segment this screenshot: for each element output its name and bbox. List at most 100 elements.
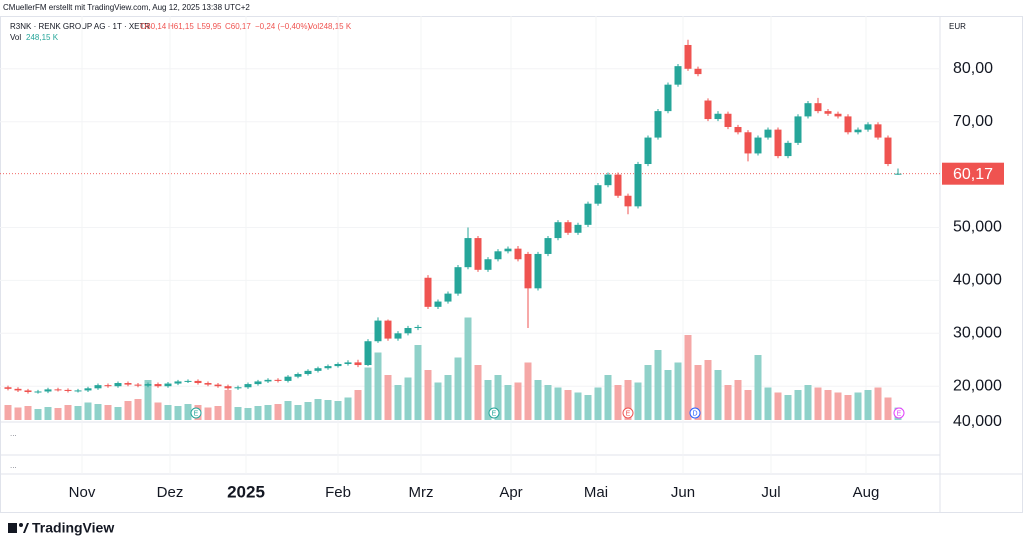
- candle-body: [424, 277, 432, 307]
- volume-bar: [54, 408, 62, 420]
- volume-bar: [354, 390, 362, 420]
- candle-body: [854, 129, 862, 133]
- candle-body: [734, 126, 742, 133]
- volume-bar: [204, 407, 212, 420]
- volume-bar: [104, 405, 112, 420]
- candle-body: [234, 387, 242, 389]
- volume-bar: [734, 380, 742, 420]
- volume-bar: [834, 392, 842, 420]
- volume-bar: [74, 406, 82, 420]
- logo-mark: [8, 523, 17, 533]
- candle-body: [844, 116, 852, 133]
- x-tick-label: Jul: [761, 484, 780, 501]
- candle-body: [124, 383, 132, 385]
- volume-bar: [294, 405, 302, 420]
- volume-bar: [464, 317, 472, 420]
- candle-body: [834, 113, 842, 117]
- candle-body: [334, 363, 342, 367]
- candle-body: [644, 137, 652, 165]
- candle-body: [534, 253, 542, 289]
- volume-bar: [794, 390, 802, 420]
- event-marker: [488, 407, 500, 419]
- event-marker: [190, 407, 202, 419]
- x-tick-label: Aug: [853, 484, 880, 501]
- x-tick-label: Dez: [157, 484, 184, 501]
- volume-bar: [524, 362, 532, 420]
- event-label: E: [897, 410, 902, 417]
- event-marker: [893, 407, 905, 419]
- volume-bar: [324, 400, 332, 420]
- candle-body: [294, 374, 302, 377]
- last-price-box: [942, 162, 1004, 185]
- volume-bar: [84, 402, 92, 420]
- candle-body: [184, 380, 192, 382]
- candle-body: [444, 293, 452, 302]
- candle-body: [774, 129, 782, 157]
- candle-body: [314, 368, 322, 371]
- volume-bar: [634, 382, 642, 420]
- volume-bar: [274, 404, 282, 420]
- volume-bar: [184, 404, 192, 420]
- volume-bar: [44, 407, 52, 420]
- volume-bar: [444, 375, 452, 420]
- volume-bar: [284, 401, 292, 420]
- volume-bar: [244, 408, 252, 420]
- ohlc-low: L59,95: [197, 22, 222, 31]
- candle-body: [354, 362, 362, 366]
- volume-bar: [114, 407, 122, 420]
- y-tick-label: 80,00: [953, 60, 993, 77]
- candle-body: [544, 238, 552, 254]
- x-tick-label: Jun: [671, 484, 695, 501]
- candle-body: [274, 379, 282, 381]
- volume-bar: [504, 385, 512, 420]
- volume-bar: [314, 399, 322, 420]
- volume-bar: [854, 392, 862, 420]
- volume-bar: [94, 404, 102, 420]
- candle-body: [454, 267, 462, 294]
- volume-bar: [384, 375, 392, 420]
- volume-bar: [664, 370, 672, 420]
- volume-bar: [574, 392, 582, 420]
- y-tick-label: 20,000: [953, 377, 1002, 394]
- candle-body: [134, 384, 142, 386]
- event-label: E: [626, 410, 631, 417]
- volume-bar: [534, 380, 542, 420]
- event-label: E: [492, 410, 497, 417]
- volume-bar: [474, 365, 482, 420]
- volume-bar: [804, 385, 812, 420]
- volume-bar: [694, 365, 702, 420]
- volume-bar: [414, 345, 422, 420]
- candle-body: [664, 84, 672, 112]
- volume-bar: [774, 392, 782, 420]
- candle-body: [674, 66, 682, 85]
- y-tick-label: 50,000: [953, 219, 1002, 236]
- volume-bar: [604, 375, 612, 420]
- volume-bar: [24, 406, 32, 420]
- candle-body: [704, 100, 712, 120]
- volume-bar: [374, 352, 382, 420]
- volume-bar: [554, 387, 562, 420]
- volume-bar: [594, 387, 602, 420]
- candle-body: [84, 388, 92, 391]
- candle-body: [814, 103, 822, 112]
- volume-bar: [404, 377, 412, 420]
- volume-bar: [264, 405, 272, 420]
- currency: EUR: [949, 22, 966, 31]
- volume-bar: [234, 407, 242, 420]
- change: −0,24 (−0,40%): [255, 22, 310, 31]
- event-label: D: [692, 410, 697, 417]
- candle-body: [694, 68, 702, 75]
- symbol: R3NK · RENK GROUP AG · 1T · XETR: [10, 22, 150, 31]
- candle-body: [4, 387, 12, 389]
- candle-body: [94, 385, 102, 389]
- event-marker: [689, 407, 701, 419]
- candle-body: [64, 389, 72, 391]
- candle-body: [144, 384, 152, 386]
- logo-mark: [23, 523, 29, 533]
- volume-bar: [164, 405, 172, 420]
- candle-body: [324, 366, 332, 369]
- volume-bar: [254, 406, 262, 420]
- candle-body: [654, 111, 662, 138]
